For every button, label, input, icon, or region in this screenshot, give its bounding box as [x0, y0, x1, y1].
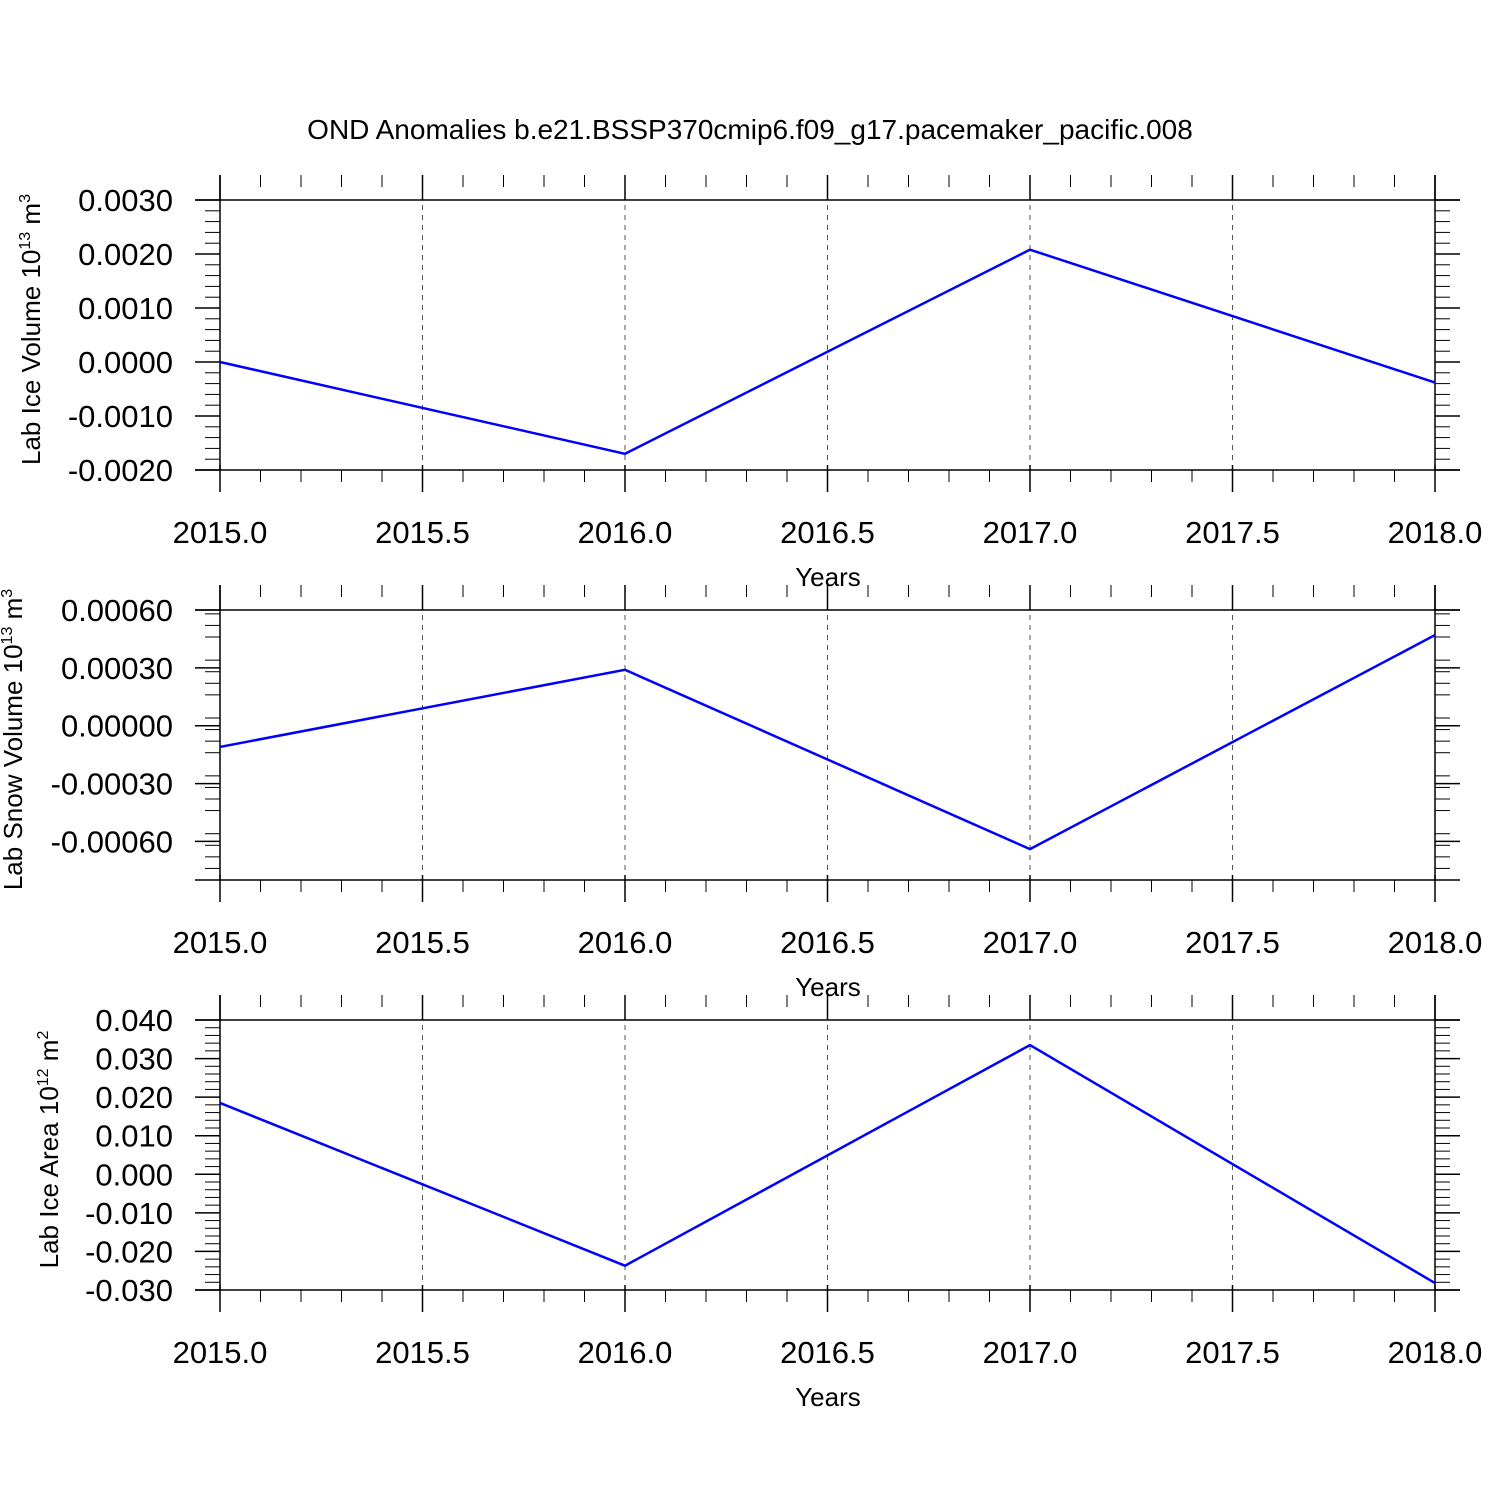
y-title-exp: 12 — [35, 1068, 52, 1086]
y-title-unit-exp: 2 — [35, 1031, 52, 1040]
y-title-unit: m — [34, 1040, 64, 1069]
y-title-unit-exp: 3 — [0, 589, 16, 598]
y-axis-title: Lab Ice Volume 1013 m3 — [16, 194, 46, 465]
x-tick-label: 2017.5 — [1185, 1335, 1280, 1370]
y-tick-label: -0.020 — [85, 1234, 173, 1269]
y-tick-label: 0.0000 — [78, 345, 173, 380]
panel-3: 2015.0 2015.5 2016.0 2016.5 2017.0 2017.5 2018… — [34, 995, 1482, 1412]
y-title-base: Lab Snow Volume 10 — [0, 644, 28, 890]
x-tick-label: 2015.5 — [375, 515, 470, 550]
chart-title: OND Anomalies b.e21.BSSP370cmip6.f09_g17… — [307, 114, 1193, 145]
x-tick-label: 2017.0 — [983, 515, 1078, 550]
y-tick-label: 0.0020 — [78, 237, 173, 272]
x-tick-label: 2016.0 — [578, 515, 673, 550]
x-tick-label: 2016.5 — [780, 925, 875, 960]
series-line — [219, 1043, 1436, 1285]
x-tick-label: 2016.5 — [780, 515, 875, 550]
series-line — [219, 633, 1436, 851]
panel-1: 2015.0 2015.5 2016.0 2016.5 2017.0 2017.5 2018… — [16, 175, 1482, 592]
y-axis-title: Lab Ice Area 1012 m2 — [34, 1031, 64, 1269]
x-tick-label: 2017.0 — [983, 1335, 1078, 1370]
x-tick-label: 2016.0 — [578, 925, 673, 960]
x-tick-label: 2018.0 — [1388, 1335, 1483, 1370]
x-tick-label: 2017.5 — [1185, 925, 1280, 960]
x-tick-label: 2016.0 — [578, 1335, 673, 1370]
y-axis-title: Lab Snow Volume 1013 m3 — [0, 589, 28, 890]
x-tick-label: 2018.0 — [1388, 515, 1483, 550]
y-tick-label: 0.000 — [95, 1157, 173, 1192]
y-tick-label: 0.020 — [95, 1080, 173, 1115]
x-axis-title: Years — [795, 1382, 861, 1412]
panel-2: 2015.0 2015.5 2016.0 2016.5 2017.0 2017.5 2018… — [0, 585, 1482, 1002]
y-tick-label: 0.00030 — [61, 651, 173, 686]
x-tick-label: 2015.5 — [375, 1335, 470, 1370]
x-tick-label: 2016.5 — [780, 1335, 875, 1370]
x-tick-label: 2015.0 — [173, 515, 268, 550]
y-tick-label: 0.00000 — [61, 709, 173, 744]
y-title-unit: m — [0, 598, 28, 627]
y-tick-label: 0.010 — [95, 1119, 173, 1154]
x-tick-label: 2015.5 — [375, 925, 470, 960]
y-tick-label: -0.0020 — [68, 453, 173, 488]
y-title-exp: 13 — [0, 627, 16, 645]
x-tick-label: 2017.5 — [1185, 515, 1280, 550]
y-tick-label: 0.040 — [95, 1003, 173, 1038]
y-tick-label: 0.0010 — [78, 291, 173, 326]
y-tick-label: 0.030 — [95, 1042, 173, 1077]
y-tick-label: -0.0010 — [68, 399, 173, 434]
y-tick-label: -0.030 — [85, 1273, 173, 1308]
y-title-base: Lab Ice Volume 10 — [16, 250, 46, 465]
y-tick-label: -0.00060 — [51, 824, 173, 859]
y-title-exp: 13 — [17, 232, 34, 250]
y-tick-label: -0.00030 — [51, 767, 173, 802]
y-tick-label: -0.010 — [85, 1196, 173, 1231]
y-title-base: Lab Ice Area 10 — [34, 1086, 64, 1268]
series-line — [219, 248, 1436, 456]
x-tick-label: 2015.0 — [173, 1335, 268, 1370]
y-title-unit: m — [16, 203, 46, 232]
x-tick-label: 2017.0 — [983, 925, 1078, 960]
y-tick-label: 0.0030 — [78, 183, 173, 218]
y-title-unit-exp: 3 — [17, 194, 34, 203]
y-tick-label: 0.00060 — [61, 593, 173, 628]
panels: 2015.0 2015.5 2016.0 2016.5 2017.0 2017.5 2018… — [0, 175, 1482, 1412]
x-tick-label: 2015.0 — [173, 925, 268, 960]
x-tick-label: 2018.0 — [1388, 925, 1483, 960]
